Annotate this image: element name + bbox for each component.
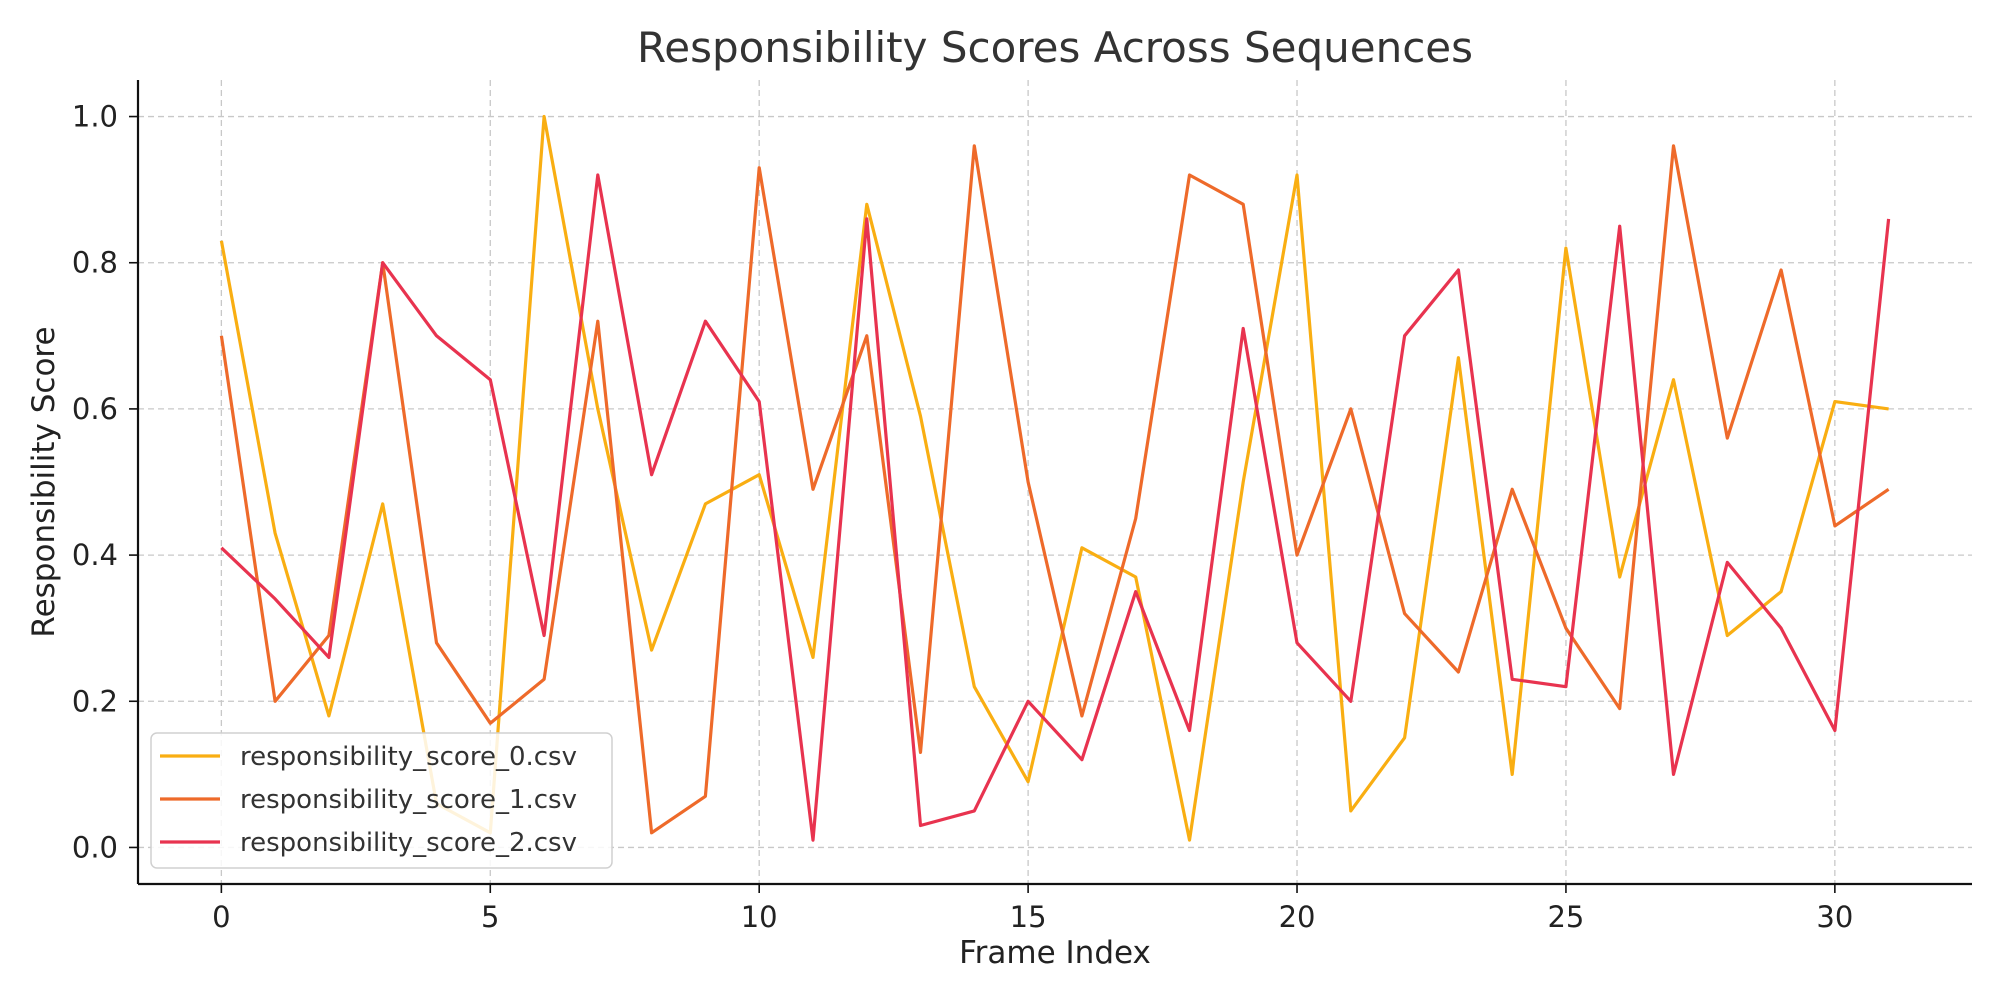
tick-labels: 0 5 10 15 20 25 30 0.0 0.2 0.4 0.6 0.8 1.0 (72, 100, 1853, 934)
legend-label-1: responsibility_score_1.csv (240, 785, 577, 815)
y-tick-label: 0.4 (72, 538, 118, 572)
series-lines (219, 114, 1891, 842)
y-tick-label: 0.6 (72, 392, 118, 426)
x-tick-label: 30 (1816, 900, 1853, 934)
legend: responsibility_score_0.csv responsibilit… (150, 732, 613, 869)
y-tick-label: 1.0 (72, 100, 118, 134)
x-tick-label: 10 (741, 900, 778, 934)
y-tick-label: 0.2 (72, 684, 118, 718)
x-axis-label: Frame Index (959, 935, 1151, 971)
y-tick-label: 0.0 (72, 830, 118, 864)
series-line-2 (220, 173, 1891, 842)
x-tick-label: 20 (1279, 900, 1316, 934)
chart-title: Responsibility Scores Across Sequences (637, 23, 1473, 72)
x-tick-label: 15 (1010, 900, 1047, 934)
y-axis-label: Responsibility Score (26, 326, 62, 637)
series-line-1 (219, 144, 1890, 835)
series-line-0 (219, 114, 1889, 842)
legend-label-0: responsibility_score_0.csv (240, 742, 577, 772)
x-tick-label: 5 (481, 900, 499, 934)
legend-box (150, 732, 613, 869)
x-tick-label: 25 (1547, 900, 1584, 934)
x-tick-label: 0 (212, 900, 230, 934)
y-tick-label: 0.8 (72, 246, 118, 280)
axes (136, 80, 1972, 886)
legend-label-2: responsibility_score_2.csv (240, 828, 577, 858)
